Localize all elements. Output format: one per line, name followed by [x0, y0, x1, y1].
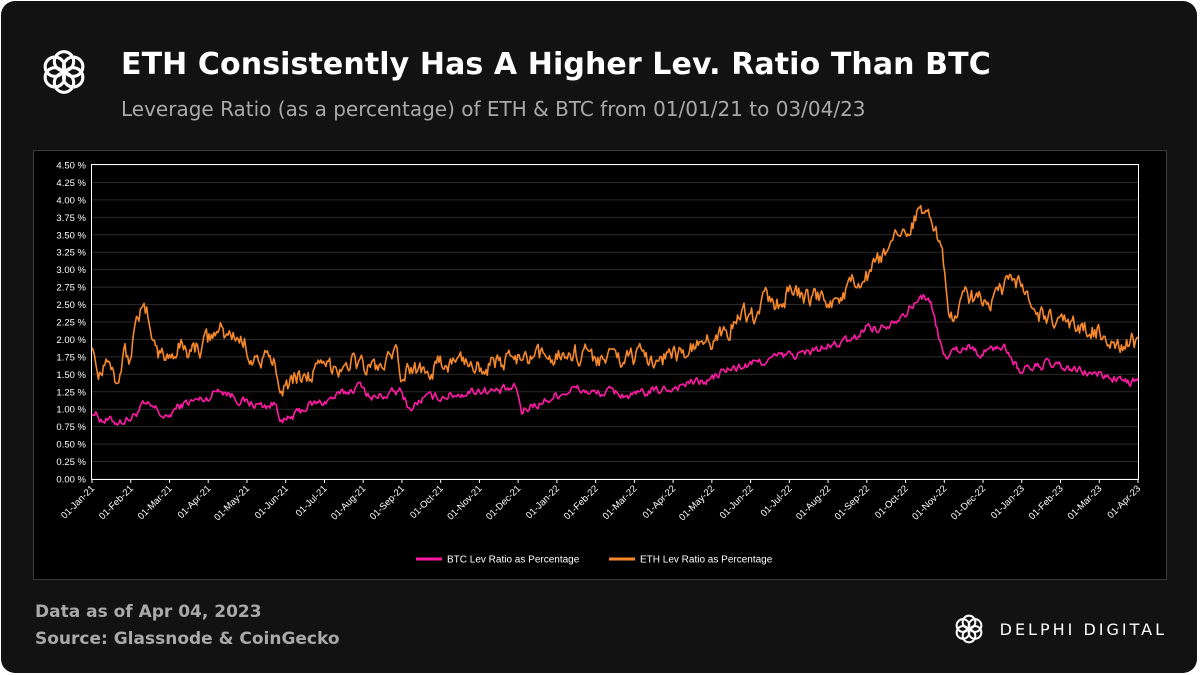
- x-tick-label: 01-Aug-22: [794, 483, 833, 522]
- y-tick-label: 0.00 %: [56, 475, 86, 486]
- y-tick-label: 3.75 %: [56, 213, 86, 224]
- legend-label: BTC Lev Ratio as Percentage: [447, 555, 580, 566]
- delphi-knot-icon: [955, 614, 982, 644]
- series-lines: [91, 204, 1139, 427]
- data-date-note: Data as of Apr 04, 2023: [35, 602, 262, 622]
- y-tick-label: 4.50 %: [56, 161, 86, 172]
- x-tick-label: 01-Oct-21: [408, 483, 446, 521]
- y-tick-label: 2.50 %: [56, 300, 86, 311]
- y-tick-label: 0.75 %: [56, 422, 86, 433]
- y-tick-label: 2.00 %: [56, 335, 86, 346]
- legend-label: ETH Lev Ratio as Percentage: [640, 555, 773, 566]
- brand-logo: DELPHI DIGITAL: [950, 609, 1167, 649]
- x-tick-label: 01-Jan-22: [524, 483, 562, 521]
- x-axis: 01-Jan-21 01-Feb-21 01-Mar-21 01-Apr-2101-M…: [59, 479, 1143, 523]
- y-tick-label: 2.75 %: [56, 283, 86, 294]
- y-tick-label: 0.50 %: [56, 440, 86, 451]
- y-tick-label: 3.50 %: [56, 230, 86, 241]
- x-tick-label: 01-Aug-21: [329, 483, 368, 522]
- x-tick-label: 01-Jun-22: [718, 483, 756, 521]
- x-tick-label: 01-Apr-21: [176, 483, 214, 521]
- y-tick-label: 1.00 %: [56, 405, 86, 416]
- page-title: ETH Consistently Has A Higher Lev. Ratio…: [121, 47, 991, 82]
- series-line-btc: [91, 293, 1139, 427]
- data-source-note: Source: Glassnode & CoinGecko: [35, 629, 340, 649]
- page-subtitle: Leverage Ratio (as a percentage) of ETH …: [121, 97, 866, 121]
- x-tick-label: 01-Apr-23: [1105, 483, 1143, 521]
- brand-name: DELPHI DIGITAL: [999, 619, 1167, 639]
- x-tick-label: 01-Mar-23: [1066, 483, 1105, 522]
- x-tick-label: 01-Jun-21: [253, 483, 291, 521]
- x-tick-label: 01-Mar-22: [601, 483, 640, 522]
- x-tick-label: 01-Jan-21: [59, 483, 97, 521]
- x-tick-label: 01-Nov-22: [910, 483, 949, 522]
- legend: BTC Lev Ratio as Percentage ETH Lev Ratio…: [416, 555, 773, 566]
- y-tick-label: 3.00 %: [56, 265, 86, 276]
- y-tick-label: 0.25 %: [56, 457, 86, 468]
- y-tick-label: 1.25 %: [56, 387, 86, 398]
- x-tick-label: 01-Apr-22: [641, 483, 679, 521]
- x-tick-label: 01-Jul-22: [759, 483, 795, 519]
- x-tick-label: 01-Sep-21: [368, 483, 407, 522]
- x-tick-label: 01-Nov-21: [445, 483, 484, 522]
- x-tick-label: 01-Jul-21: [294, 483, 330, 519]
- series-line-eth: [91, 204, 1139, 397]
- y-tick-label: 1.75 %: [56, 352, 86, 363]
- x-tick-label: 01-May-22: [677, 483, 717, 523]
- y-tick-label: 4.25 %: [56, 178, 86, 189]
- delphi-knot-icon: [43, 50, 85, 94]
- x-tick-label: 01-Dec-21: [484, 483, 523, 522]
- line-chart: 0.00 % 0.25 % 0.50 % 0.75 % 1.00 % 1.25 % 1.50…: [56, 161, 1143, 566]
- x-tick-label: 01-Feb-22: [562, 483, 601, 522]
- y-tick-label: 2.25 %: [56, 318, 86, 329]
- gridlines: [92, 164, 1138, 480]
- y-tick-label: 3.25 %: [56, 248, 86, 259]
- y-tick-label: 4.00 %: [56, 195, 86, 206]
- x-tick-label: 01-Feb-23: [1027, 483, 1066, 522]
- x-tick-label: 01-Feb-21: [97, 483, 136, 522]
- x-tick-label: 01-Mar-21: [136, 483, 175, 522]
- chart-panel: 0.00 % 0.25 % 0.50 % 0.75 % 1.00 % 1.25 % 1.50…: [33, 150, 1167, 580]
- plot-frame: [91, 164, 1139, 480]
- x-tick-label: 01-May-21: [212, 483, 252, 523]
- y-axis: 0.00 % 0.25 % 0.50 % 0.75 % 1.00 % 1.25 % 1.50…: [56, 161, 86, 486]
- x-tick-label: 01-Oct-22: [873, 483, 911, 521]
- y-tick-label: 1.50 %: [56, 370, 86, 381]
- x-tick-label: 01-Dec-22: [949, 483, 988, 522]
- x-tick-label: 01-Jan-23: [989, 483, 1027, 521]
- x-tick-label: 01-Sep-22: [833, 483, 872, 522]
